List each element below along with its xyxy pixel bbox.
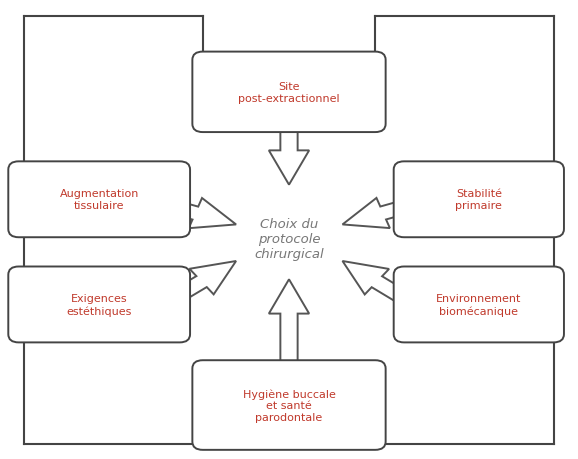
FancyBboxPatch shape (394, 267, 564, 343)
FancyBboxPatch shape (8, 162, 190, 238)
Text: Choix du
protocole
chirurgical: Choix du protocole chirurgical (254, 217, 324, 260)
Text: Stabilité
primaire: Stabilité primaire (455, 189, 502, 211)
FancyBboxPatch shape (8, 267, 190, 343)
FancyBboxPatch shape (192, 52, 386, 133)
Text: Environnement
biomécanique: Environnement biomécanique (436, 294, 521, 316)
Text: Exigences
estéthiques: Exigences estéthiques (66, 294, 132, 316)
Polygon shape (269, 126, 309, 185)
Text: Hygiène buccale
et santé
parodontale: Hygiène buccale et santé parodontale (243, 388, 335, 422)
Polygon shape (269, 280, 309, 367)
Polygon shape (176, 199, 236, 229)
Polygon shape (343, 262, 405, 301)
Text: Site
post-extractionnel: Site post-extractionnel (238, 82, 340, 103)
Text: Augmentation
tissulaire: Augmentation tissulaire (60, 189, 139, 211)
Polygon shape (343, 198, 402, 229)
Polygon shape (173, 262, 236, 301)
FancyBboxPatch shape (192, 360, 386, 450)
FancyBboxPatch shape (394, 162, 564, 238)
